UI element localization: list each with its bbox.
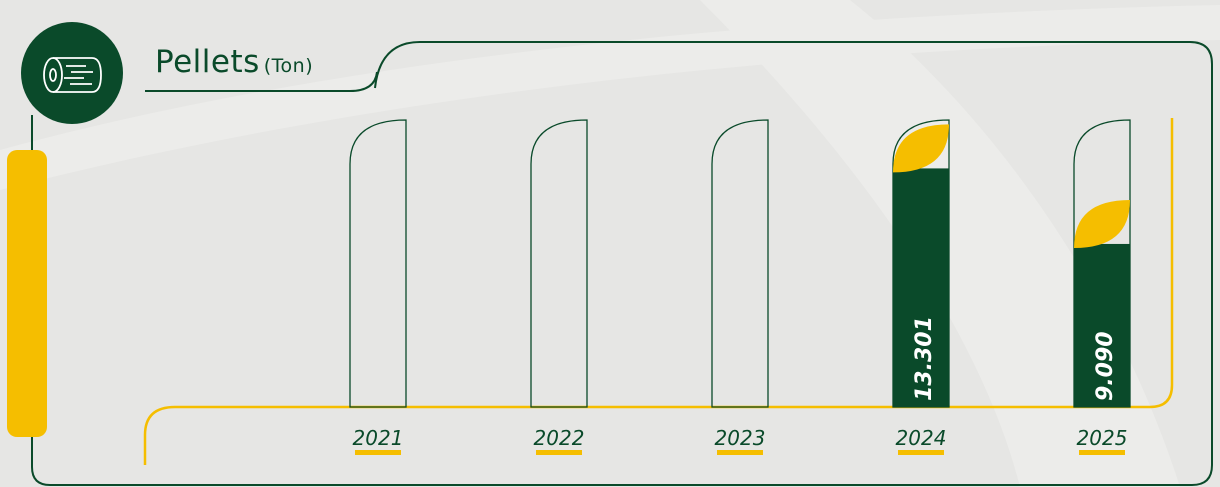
bar-leaf-cap <box>893 124 949 173</box>
x-tick-label: 2023 <box>715 426 766 450</box>
header-icon-badge <box>21 22 123 124</box>
title-text: Pellets <box>155 44 260 80</box>
chart-title: Pellets (Ton) <box>155 44 313 80</box>
frame <box>31 41 1213 486</box>
frame-top-line <box>31 41 1213 486</box>
x-tick-label: 2024 <box>896 426 947 450</box>
bar <box>1074 243 1130 407</box>
title-unit: (Ton) <box>263 55 314 77</box>
x-tick-underline <box>536 450 582 455</box>
bar-outline <box>1073 119 1131 408</box>
bar-outline <box>892 119 950 408</box>
x-tick-underline <box>898 450 944 455</box>
side-accent-bar <box>7 150 47 437</box>
x-tick-label: 2021 <box>353 426 404 450</box>
wood-log-icon <box>43 57 102 93</box>
bar <box>893 168 949 407</box>
data-label: 13.301 <box>912 316 937 401</box>
bar-outline <box>530 119 588 408</box>
x-tick-label: 2025 <box>1077 426 1128 450</box>
x-tick-label: 2022 <box>534 426 585 450</box>
data-label: 9.090 <box>1093 331 1118 401</box>
bar-outline <box>711 119 769 408</box>
baseline <box>143 118 1174 465</box>
x-tick-underline <box>355 450 401 455</box>
title-underline <box>145 71 378 92</box>
x-tick-underline <box>1079 450 1125 455</box>
bar-outline <box>349 119 407 408</box>
x-tick-underline <box>717 450 763 455</box>
bar-leaf-cap <box>1074 199 1130 248</box>
